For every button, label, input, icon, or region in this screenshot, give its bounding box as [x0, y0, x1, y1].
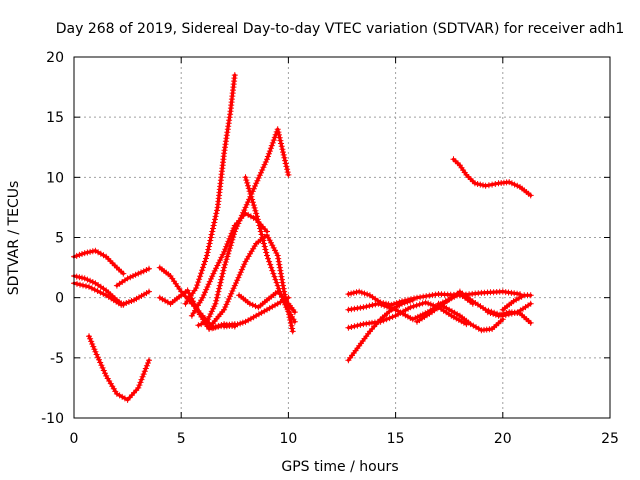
- x-tick-label: 15: [387, 431, 405, 447]
- series-markers: [221, 294, 292, 330]
- series-markers: [113, 265, 152, 289]
- series-arc-23: [450, 156, 534, 199]
- series-markers: [236, 288, 298, 316]
- series-arc-17: [345, 299, 470, 331]
- series-markers: [71, 247, 127, 277]
- y-tick-label: 20: [46, 50, 64, 66]
- grid: [74, 57, 610, 418]
- series-arc-8: [182, 72, 238, 307]
- series-arc-13: [236, 288, 298, 316]
- series-line: [346, 290, 522, 307]
- series-markers: [345, 297, 416, 364]
- series-layer: [71, 72, 534, 403]
- series-arc-12: [206, 232, 296, 335]
- series-line: [183, 73, 237, 306]
- series-markers: [182, 72, 238, 307]
- series-line: [87, 334, 151, 402]
- series-markers: [86, 333, 152, 403]
- y-tick-label: -5: [50, 351, 64, 367]
- y-tick-label: 15: [46, 110, 64, 126]
- series-markers: [435, 300, 506, 334]
- chart-title: Day 268 of 2019, Sidereal Day-to-day VTE…: [56, 21, 624, 37]
- axes: 0 5 10 15 20 25 -10 -5 0 5 10 15 20: [41, 50, 619, 447]
- x-tick-label: 10: [279, 431, 297, 447]
- series-markers: [499, 292, 534, 313]
- x-tick-label: 20: [494, 431, 512, 447]
- series-markers: [450, 156, 534, 199]
- x-axis-title: GPS time / hours: [281, 459, 398, 475]
- y-tick-label: 10: [46, 170, 64, 186]
- series-markers: [484, 309, 534, 326]
- series-arc-18: [345, 297, 416, 364]
- series-arc-1: [71, 247, 127, 277]
- x-tick-label: 25: [601, 431, 619, 447]
- series-arc-5: [86, 333, 152, 403]
- y-tick-label: 0: [55, 291, 64, 307]
- series-arc-20: [435, 300, 506, 334]
- series-arc-14: [221, 294, 292, 330]
- series-markers: [206, 232, 296, 335]
- y-axis-title: SDTVAR / TECUs: [6, 181, 22, 296]
- series-arc-21: [484, 309, 534, 326]
- series-markers: [345, 299, 470, 331]
- y-tick-label: -10: [41, 411, 64, 427]
- y-tick-label: 5: [55, 231, 64, 247]
- x-tick-label: 0: [70, 431, 79, 447]
- x-tick-label: 5: [177, 431, 186, 447]
- series-arc-22: [499, 292, 534, 313]
- series-arc-4: [113, 265, 152, 289]
